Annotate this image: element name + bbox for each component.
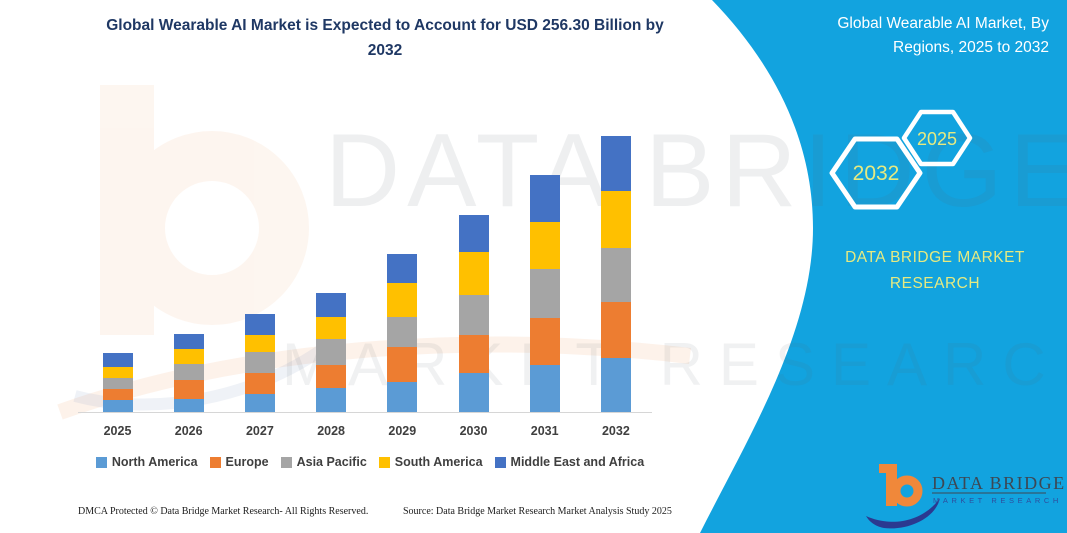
bar-2028 [316,293,347,413]
bar-segment-2029-europe [387,347,418,382]
legend-label: South America [394,455,483,469]
bar-segment-2029-middle-east-and-africa [387,254,418,284]
side-panel-title-line1: Global Wearable AI Market, By [837,15,1049,32]
bar-2025 [102,352,133,413]
bar-segment-2031-europe [529,318,560,365]
bar-segment-2027-middle-east-and-africa [244,313,275,335]
bar-segment-2032-south-america [600,190,631,249]
chart-title: Global Wearable AI Market is Expected to… [55,14,715,64]
footer-source-text: Source: Data Bridge Market Research Mark… [403,506,672,517]
legend-label: Middle East and Africa [510,455,645,469]
x-axis-label-2026: 2026 [174,424,203,438]
brand-text: DATA BRIDGE MARKET RESEARCH [815,245,1055,298]
legend-item-south-america: South America [378,455,483,469]
bar-segment-2028-europe [316,365,347,389]
legend-swatch [378,456,390,468]
hexagon-2032-label: 2032 [853,162,900,185]
bar-segment-2027-asia-pacific [244,352,275,374]
side-panel-title: Global Wearable AI Market, By Regions, 2… [770,12,1049,60]
bar-segment-2028-north-america [316,388,347,413]
legend-swatch [95,456,107,468]
side-panel-shape [700,0,1067,533]
bar-segment-2030-europe [458,334,489,373]
bar-segment-2025-north-america [102,400,133,413]
legend-swatch [280,456,292,468]
legend-item-middle-east-and-africa: Middle East and Africa [494,455,645,469]
bar-2026 [173,334,204,413]
logo-b-stem [886,464,897,506]
x-axis-label-2028: 2028 [317,424,345,438]
bar-segment-2026-south-america [173,348,204,364]
bar-segment-2027-south-america [244,334,275,353]
bar-segment-2025-asia-pacific [102,377,133,389]
brand-text-line1: DATA BRIDGE MARKET [845,249,1025,266]
bar-segment-2025-south-america [102,366,133,378]
x-axis-line [78,412,652,413]
footer-dmca-text: DMCA Protected © Data Bridge Market Rese… [78,506,369,517]
bar-segment-2031-asia-pacific [529,269,560,319]
bar-segment-2028-south-america [316,317,347,340]
legend-swatch [209,456,221,468]
logo-subtitle-text: MARKET RESEARCH [933,496,1062,505]
logo-name-text: DATA BRIDGE [932,473,1066,493]
brand-text-line2: RESEARCH [889,275,981,293]
bar-2030 [458,214,489,413]
bar-segment-2030-asia-pacific [458,294,489,335]
hexagon-2025 [901,109,973,167]
bar-segment-2030-middle-east-and-africa [458,214,489,253]
bar-2027 [244,313,275,413]
legend-item-asia-pacific: Asia Pacific [280,455,367,469]
bar-2031 [529,175,560,413]
x-axis-label-2032: 2032 [601,424,630,438]
logo-b-bowl [891,475,923,507]
bar-segment-2029-south-america [387,283,418,318]
x-axis-label-2031: 2031 [530,424,559,438]
hexagon-2032 [829,136,923,210]
bar-segment-2031-south-america [529,222,560,270]
chart-title-line2: 2032 [367,41,403,59]
bar-2029 [387,254,418,413]
bar-segment-2028-asia-pacific [316,339,347,366]
bar-2032 [600,136,631,413]
bar-segment-2029-asia-pacific [387,317,418,348]
bar-segment-2031-middle-east-and-africa [529,175,560,223]
logo-swoosh [866,498,940,529]
chart-title-line1: Global Wearable AI Market is Expected to… [106,17,664,34]
side-panel-title-line2: Regions, 2025 to 2032 [893,39,1049,57]
bar-segment-2032-north-america [600,358,631,413]
bar-segment-2027-europe [244,373,275,394]
bar-segment-2025-middle-east-and-africa [102,352,133,367]
legend-item-north-america: North America [95,455,198,469]
legend-label: North America [111,455,198,469]
bar-segment-2032-europe [600,302,631,359]
bar-segment-2027-north-america [244,394,275,413]
legend-swatch [494,456,506,468]
bar-segment-2026-asia-pacific [173,363,204,380]
bar-segment-2026-north-america [173,398,204,413]
hexagon-2025-label: 2025 [917,129,957,149]
bar-segment-2031-north-america [529,364,560,413]
bar-segment-2026-middle-east-and-africa [173,334,204,349]
legend-item-europe: Europe [209,455,269,469]
legend-label: Europe [225,455,269,469]
chart-legend: North America Europe Asia Pacific South Ame… [66,455,674,469]
x-axis-label-2029: 2029 [388,424,417,438]
bar-segment-2030-north-america [458,372,489,413]
legend-label: Asia Pacific [296,455,367,469]
bar-segment-2029-north-america [387,381,418,413]
bar-segment-2026-europe [173,379,204,399]
x-axis-label-2027: 2027 [245,424,274,438]
x-axis-label-2025: 2025 [103,424,132,438]
bar-segment-2032-asia-pacific [600,248,631,303]
bar-segment-2030-south-america [458,252,489,295]
x-axis-label-2030: 2030 [459,424,488,438]
bar-segment-2025-europe [102,388,133,400]
bar-segment-2032-middle-east-and-africa [600,136,631,191]
bar-segment-2028-middle-east-and-africa [316,293,347,318]
